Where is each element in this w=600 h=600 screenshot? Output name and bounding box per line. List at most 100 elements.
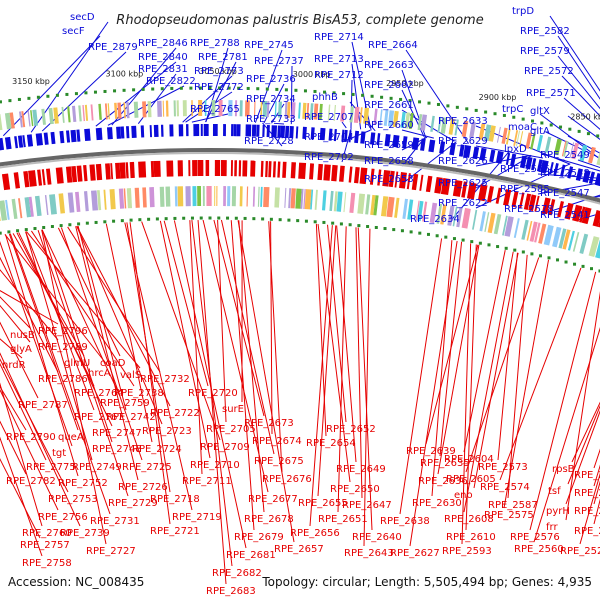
forward-tick-dot (342, 92, 346, 96)
feature-tracks (0, 86, 600, 273)
forward-tick-dot (399, 97, 403, 101)
reverse-gene-block (581, 207, 592, 225)
gene-label-nusb: nusB (10, 330, 35, 341)
reverse-leader-line (533, 327, 600, 543)
reverse-cog-block (588, 236, 600, 257)
reverse-cog-block (0, 200, 8, 221)
gene-label-rpe-2796: RPE_2796 (38, 326, 88, 337)
gene-label-rpe-2526: RPE_2526 (574, 506, 600, 517)
forward-tick-dot (160, 87, 164, 91)
reverse-gene-block (377, 169, 382, 186)
forward-gene-block (236, 124, 241, 137)
forward-gene-block (376, 133, 381, 146)
gene-label-rpe-2560: RPE_2560 (514, 544, 564, 555)
reverse-cog-block (284, 187, 287, 208)
reverse-gene-block (242, 160, 248, 177)
reverse-leader-line (571, 401, 600, 463)
reverse-leader-line (565, 291, 600, 521)
gene-label-rpe-2718: RPE_2718 (150, 494, 200, 505)
reverse-leader-line (567, 405, 600, 485)
forward-gene-block (553, 162, 559, 176)
gene-label-rpe-2593: RPE_2593 (442, 546, 492, 557)
forward-cog-block (525, 132, 533, 149)
reverse-cog-block (49, 194, 57, 215)
forward-tick-dot (227, 86, 231, 90)
forward-leader-line (563, 97, 600, 130)
gene-label-rpe-2846: RPE_2846 (138, 38, 188, 49)
gene-label-rpe-2747: RPE_2747 (92, 428, 142, 439)
forward-tick-dot (46, 94, 50, 98)
gene-label-rpe-2732: RPE_2732 (140, 374, 190, 385)
reverse-cog-block (502, 215, 508, 236)
forward-cog-block (363, 107, 370, 124)
forward-cog-block (318, 103, 323, 120)
reverse-leader-line (8, 233, 79, 431)
gene-label-rpe-2527: RPE_2527 (574, 526, 600, 537)
reverse-cog-block (303, 188, 306, 210)
gene-label-rpe-2573: RPE_2573 (478, 462, 528, 473)
gene-label-rpe-2709: RPE_2709 (200, 442, 250, 453)
forward-tick-dot (256, 87, 260, 91)
forward-tick-dot (455, 105, 459, 109)
forward-gene-block (262, 124, 265, 137)
forward-cog-block (349, 106, 354, 123)
forward-gene-block (328, 128, 333, 141)
gene-label-rpe-2788: RPE_2788 (190, 38, 240, 49)
reverse-leader-line (465, 244, 477, 531)
reverse-gene-block (359, 167, 368, 185)
forward-gene-block (420, 138, 426, 151)
reverse-gene-block (260, 160, 264, 177)
reverse-cog-block (28, 196, 34, 217)
reverse-tick-dot (357, 224, 361, 228)
reverse-cog-block (493, 213, 502, 235)
reverse-gene-block (138, 161, 147, 178)
forward-gene-block (411, 137, 420, 151)
reverse-cog-block (246, 186, 249, 207)
forward-gene-block (549, 162, 554, 175)
reverse-gene-block (452, 179, 463, 197)
reverse-gene-block (487, 186, 494, 203)
reverse-leader-line (0, 358, 69, 493)
forward-cog-block (218, 100, 223, 117)
gene-label-rpe-2574: RPE_2574 (480, 482, 530, 493)
forward-gene-block (70, 129, 77, 143)
forward-tick-dot (17, 97, 21, 101)
gene-label-rpe-2760: RPE_2760 (22, 528, 72, 539)
reverse-leader-line (67, 226, 161, 373)
reverse-tick-dot (322, 220, 326, 224)
gene-label-rpe-2773: RPE_2773 (194, 66, 244, 77)
forward-gene-block (50, 131, 56, 145)
reverse-gene-block (41, 169, 46, 186)
forward-gene-block (519, 155, 527, 169)
reverse-leader-line (309, 225, 333, 527)
reverse-tick-dot (164, 217, 168, 221)
forward-gene-block (59, 130, 65, 144)
gene-label-rpe-2782: RPE_2782 (6, 476, 56, 487)
reverse-tick-dot (435, 234, 439, 238)
gene-label-tgt: tgt (52, 448, 66, 459)
forward-cog-block (353, 106, 360, 124)
reverse-leader-line (0, 436, 43, 557)
forward-cog-block (274, 101, 277, 118)
reverse-cog-block (407, 199, 414, 220)
reverse-gene-block (268, 161, 272, 178)
forward-tick-dot (549, 123, 553, 127)
reverse-leader-line (529, 271, 597, 531)
reverse-cog-block (197, 186, 202, 207)
forward-cog-block (198, 100, 203, 117)
reverse-cog-block (572, 231, 580, 252)
label-leader-lines (0, 15, 600, 585)
gene-label-rpe-2736: RPE_2736 (246, 74, 296, 85)
reverse-leader-line (0, 321, 39, 399)
reverse-cog-block (321, 190, 327, 211)
gene-label-rpe-2638: RPE_2638 (380, 516, 430, 527)
forward-tick-dot (389, 96, 393, 100)
gene-label-frr: frr (546, 522, 558, 533)
forward-cog-block (53, 107, 59, 124)
forward-cog-block (596, 150, 600, 166)
reverse-leader-line (0, 388, 59, 511)
gene-label-rpe-2772: RPE_2772 (194, 82, 244, 93)
forward-tick-dot (323, 90, 327, 94)
reverse-cog-block (479, 211, 486, 232)
reverse-tick-dot (478, 241, 482, 245)
